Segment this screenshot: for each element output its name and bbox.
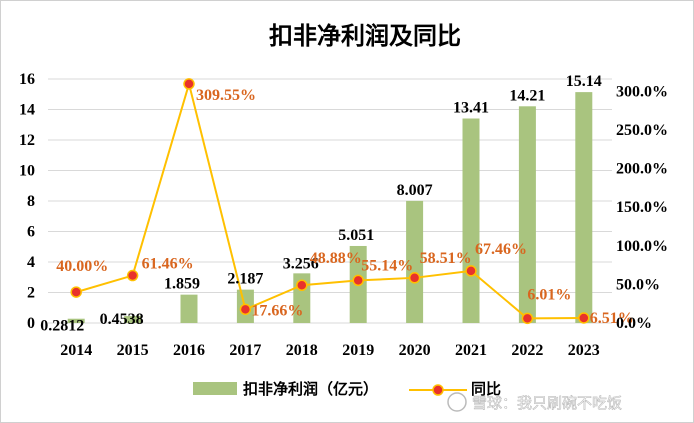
axis-ticks: 0 2 4 6 8 10 12 14 16 0.0% 50.0% 100.0% 150.0% 200.0%…	[19, 71, 668, 359]
bar	[180, 294, 198, 323]
line-value-label: 48.88%	[310, 250, 362, 267]
line-value-label: 309.55%	[196, 87, 256, 104]
line-value-label: 6.51%	[590, 310, 634, 327]
x-tick-label: 2021	[455, 342, 487, 359]
bar-value-label: 14.21	[509, 87, 545, 104]
x-tick-label: 2023	[568, 342, 600, 359]
legend-line-label: 同比	[471, 380, 501, 398]
line-value-label: 67.46%	[475, 241, 527, 258]
watermark: 雪球：我只刷碗不吃饭	[447, 392, 622, 412]
bar-value-label: 15.14	[566, 73, 602, 90]
bar	[575, 92, 593, 324]
bar-value-label: 13.41	[453, 99, 489, 116]
y-left-tick-label: 8	[27, 193, 35, 210]
bar	[124, 316, 142, 323]
line-value-label: 40.00%	[56, 258, 108, 275]
legend-bar-swatch	[193, 382, 237, 395]
line-point	[352, 274, 364, 287]
line-value-label: 55.14%	[361, 257, 413, 274]
series-line	[75, 80, 584, 320]
bar-value-label: 1.859	[164, 276, 200, 293]
x-tick-label: 2015	[117, 342, 149, 359]
line-point	[465, 265, 477, 277]
x-tick-label: 2016	[173, 342, 205, 359]
line-point	[408, 272, 421, 284]
x-tick-label: 2020	[399, 342, 431, 359]
y-left-tick-label: 6	[27, 224, 35, 241]
y-right-tick-label: 100.0%	[616, 238, 668, 255]
line-value-label: 58.51%	[420, 250, 472, 267]
gridlines	[48, 78, 612, 324]
legend-bar-label: 扣非净利润（亿元）	[243, 380, 378, 398]
bar-value-label: 5.051	[338, 227, 374, 244]
line-point	[183, 78, 195, 90]
bar-value-label: 0.4538	[100, 311, 144, 328]
x-tick-label: 2014	[60, 342, 92, 359]
bar	[462, 118, 480, 323]
x-tick-label: 2017	[229, 342, 261, 359]
bar	[406, 200, 424, 323]
y-right-tick-label: 200.0%	[616, 161, 668, 178]
watermark-text: 雪球：我只刷碗不吃饭	[472, 394, 622, 412]
line-point	[126, 269, 139, 282]
chart-title: 扣非净利润及同比	[269, 21, 461, 50]
legend: 扣非净利润（亿元） 同比	[193, 380, 501, 398]
line-series	[70, 78, 590, 325]
bar-value-label: 2.187	[227, 271, 263, 288]
line-value-label: 6.01%	[527, 286, 571, 303]
y-left-tick-label: 16	[19, 71, 35, 88]
bar-series	[67, 92, 593, 324]
bar-value-label: 8.007	[397, 182, 433, 199]
y-left-tick-label: 4	[27, 254, 35, 271]
line-value-label: 17.66%	[251, 302, 303, 319]
bar-value-label: 0.2812	[40, 318, 84, 335]
y-left-tick-label: 10	[19, 163, 35, 180]
line-value-label: 61.46%	[142, 256, 194, 273]
line-point	[239, 303, 252, 316]
line-point	[578, 312, 590, 324]
x-tick-label: 2019	[342, 342, 374, 359]
bar	[518, 106, 536, 323]
watermark-logo-icon	[447, 392, 467, 412]
y-right-tick-label: 150.0%	[616, 199, 668, 216]
y-left-tick-label: 2	[27, 285, 35, 302]
y-right-tick-label: 250.0%	[616, 122, 668, 139]
y-right-tick-label: 300.0%	[616, 83, 668, 100]
x-tick-label: 2022	[511, 342, 543, 359]
line-point	[521, 312, 534, 325]
y-right-tick-label: 50.0%	[616, 276, 660, 293]
line-point	[70, 286, 82, 298]
x-tick-label: 2018	[286, 342, 318, 359]
y-right-tick-label: 0.0%	[616, 315, 652, 332]
data-labels: 0.2812 0.4538 1.859 2.187 3.256 5.051 8.007 13.…	[40, 73, 634, 335]
y-left-tick-label: 0	[27, 315, 35, 332]
bar	[67, 318, 85, 323]
bar-value-label: 3.256	[283, 255, 319, 272]
line-point	[296, 279, 308, 291]
legend-line-marker	[432, 384, 444, 396]
y-left-tick-label: 14	[19, 102, 35, 119]
y-left-tick-label: 12	[19, 132, 35, 149]
